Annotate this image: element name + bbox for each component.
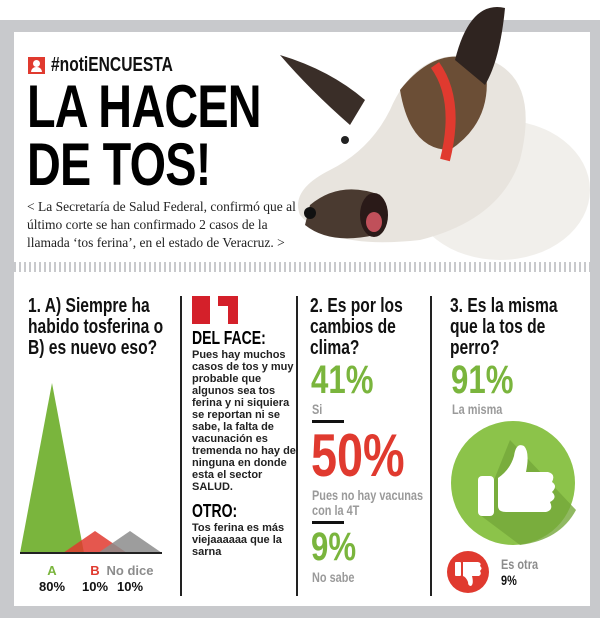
category-label: No dice	[107, 563, 154, 578]
thumbs-up-icon	[451, 421, 576, 545]
hashtag-label: #notiENCUESTA	[28, 54, 207, 76]
headline: LA HACEN DE TOS!	[27, 73, 327, 198]
other-text: Tos ferina es más viejaaaaaa que la sarn…	[192, 522, 285, 558]
face-title: DEL FACE:	[192, 328, 266, 348]
category-label: A	[47, 563, 57, 578]
triangle-no-dice	[98, 531, 162, 553]
q2-answer-value: 9%	[311, 525, 357, 569]
q2-answer-label: Si	[312, 401, 323, 417]
q3-no-value: 9%	[501, 572, 517, 588]
headline-line2: DE TOS!	[27, 131, 211, 198]
q2-answer-value: 41%	[311, 358, 374, 402]
q3-question: 3. Es la misma que la tos de perro?	[450, 295, 558, 359]
category-label: B	[90, 563, 99, 578]
column-divider	[296, 296, 298, 596]
thumbs-down-icon	[447, 551, 489, 593]
column-divider	[430, 296, 432, 596]
value-label: 10%	[82, 579, 108, 594]
hashtag-text: #notiENCUESTA	[51, 54, 173, 76]
q2-answer-label: No sabe	[312, 569, 355, 585]
quote-icon	[192, 296, 238, 324]
separator	[312, 521, 344, 524]
column-divider	[180, 296, 182, 596]
dashed-divider	[14, 262, 590, 272]
q3-yes-label: La misma	[452, 401, 503, 417]
value-label: 80%	[39, 579, 65, 594]
q2-answer-label: Pues no hay vacunas con la 4T	[312, 487, 424, 518]
user-icon	[28, 56, 45, 74]
lede-text: < La Secretaría de Salud Federal, confir…	[27, 199, 296, 250]
headline-line1: LA HACEN	[27, 73, 262, 140]
q2-answer-value: 50%	[311, 422, 405, 489]
q3-no-label: Es otra	[501, 556, 539, 572]
q1-question: 1. A) Siempre ha habido tosferina o B) e…	[28, 295, 164, 359]
q3-yes-value: 91%	[451, 358, 514, 402]
value-label: 10%	[117, 579, 143, 594]
triangle-a	[20, 383, 84, 553]
q2-question: 2. Es por los cambios de clima?	[310, 295, 403, 359]
dog-photo	[280, 7, 590, 260]
other-title: OTRO:	[192, 501, 238, 521]
face-text: Pues hay muchos casos de tos y muy proba…	[192, 349, 296, 493]
separator	[312, 420, 344, 423]
